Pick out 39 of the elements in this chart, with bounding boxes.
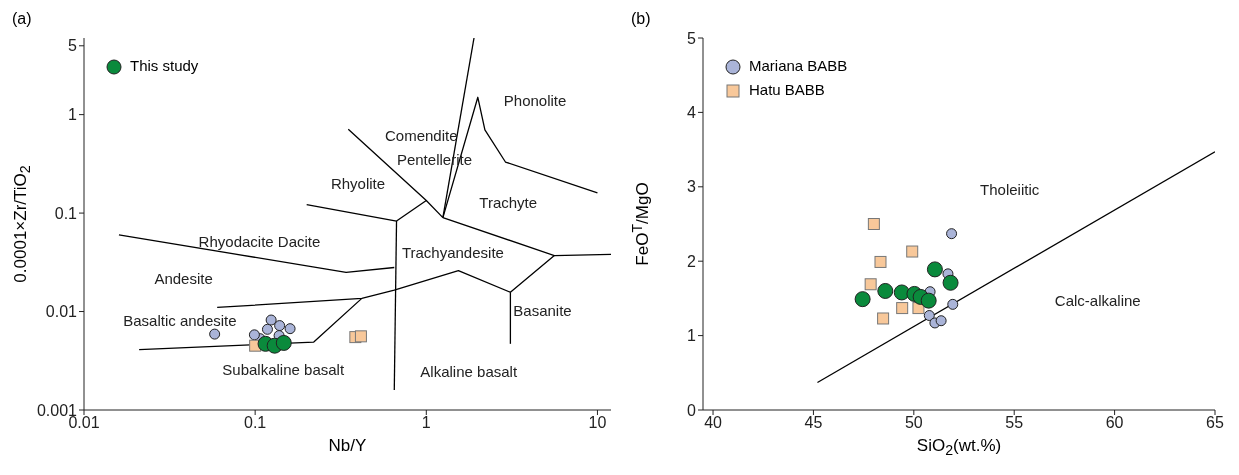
x-tick-label: 50 bbox=[904, 414, 923, 432]
annotation: Calc-alkaline bbox=[1054, 291, 1141, 309]
annotation: Tholeiitic bbox=[980, 180, 1040, 198]
y-tick-label: 0.1 bbox=[54, 204, 78, 222]
legend-label: This study bbox=[129, 56, 199, 76]
annotation: Rhyolite bbox=[330, 174, 386, 192]
annotation: Andesite bbox=[154, 269, 213, 287]
y-tick-label: 4 bbox=[687, 104, 697, 122]
annotation: Comendite bbox=[384, 126, 458, 144]
annotation: Basanite bbox=[513, 301, 572, 319]
x-tick-label: 45 bbox=[804, 414, 823, 432]
x-axis-title: SiO$_{2}$(wt.%) bbox=[915, 436, 1003, 459]
x-axis-title: Nb/Y bbox=[327, 436, 368, 456]
x-tick-label: 65 bbox=[1206, 414, 1224, 432]
annotation: Basaltic andesite bbox=[123, 311, 237, 329]
annotation: Trachyte bbox=[479, 193, 538, 211]
y-tick-label: 3 bbox=[687, 178, 697, 196]
x-tick-label: 0.1 bbox=[244, 414, 267, 432]
annotation: Phonolite bbox=[503, 91, 567, 109]
chart-title: (a) bbox=[12, 10, 32, 28]
x-tick-label: 10 bbox=[588, 414, 607, 432]
y-tick-label: 5 bbox=[68, 37, 78, 55]
x-tick-label: 60 bbox=[1105, 414, 1124, 432]
y-tick-label: 0 bbox=[687, 401, 697, 419]
y-tick-label: 2 bbox=[687, 252, 697, 270]
annotation: Trachyandesite bbox=[401, 243, 504, 261]
x-tick-label: 55 bbox=[1005, 414, 1024, 432]
x-tick-label: 40 bbox=[704, 414, 723, 432]
y-tick-label: 1 bbox=[687, 327, 697, 345]
chart-title: (b) bbox=[631, 10, 651, 28]
legend-label: Hatu BABB bbox=[748, 80, 826, 100]
y-tick-label: 5 bbox=[687, 29, 697, 47]
annotation: Rhyodacite Dacite bbox=[198, 232, 321, 250]
x-tick-label: 1 bbox=[421, 414, 431, 432]
legend-label: Mariana BABB bbox=[748, 56, 848, 76]
y-tick-label: 0.01 bbox=[45, 303, 78, 321]
y-tick-label: 1 bbox=[68, 106, 78, 124]
annotation: Alkaline basalt bbox=[420, 362, 518, 380]
annotation: Subalkaline basalt bbox=[222, 360, 345, 378]
